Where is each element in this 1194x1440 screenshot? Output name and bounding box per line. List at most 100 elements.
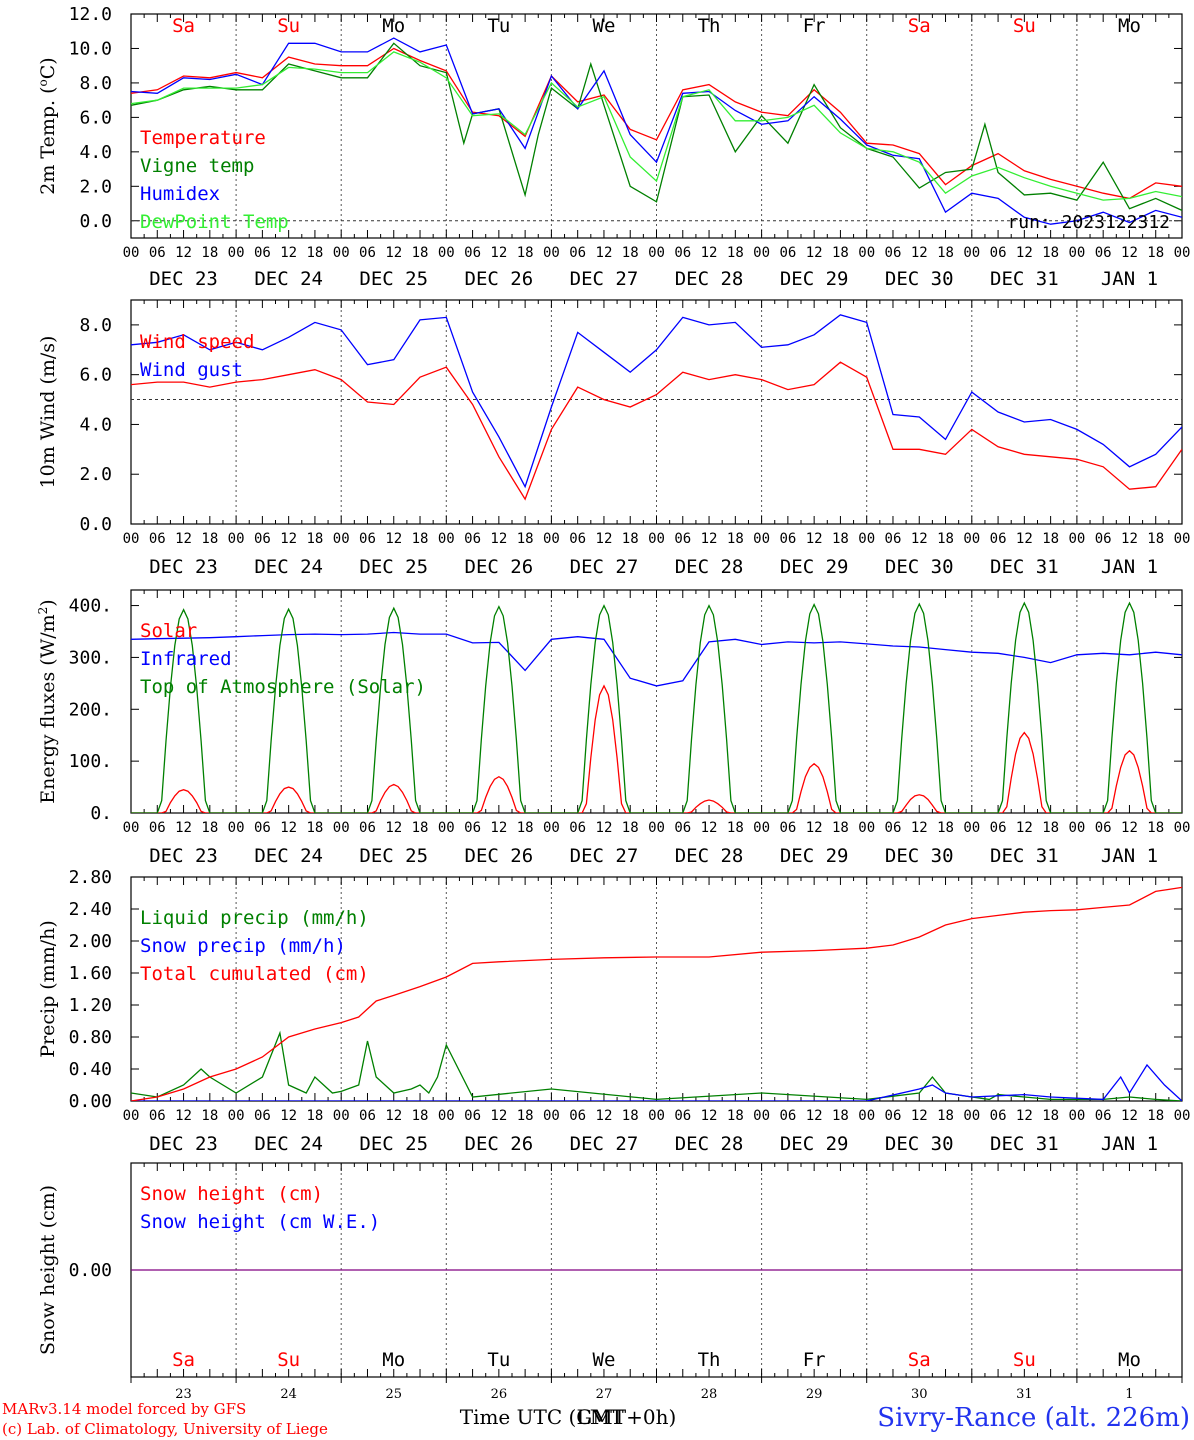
y-tick-label: 2.40	[69, 899, 112, 920]
legend-entry: Temperature	[140, 127, 266, 149]
legend-entry: Infrared	[140, 648, 232, 670]
station-name: Sivry-Rance (alt. 226m)	[877, 1403, 1190, 1433]
y-tick-label: 100.	[69, 751, 112, 772]
hour-tick-label: 12	[1016, 531, 1033, 547]
series-humidex	[131, 37, 1182, 225]
weekday-label: Sa	[908, 15, 931, 37]
date-label: DEC 28	[675, 556, 744, 578]
hour-tick-label: 12	[280, 820, 297, 836]
series-top-of-atmosphere-solar-	[131, 601, 1182, 813]
hour-tick-label: 00	[1174, 245, 1191, 261]
series-liquid-precip-mm-h-	[131, 1030, 1182, 1101]
date-label: DEC 25	[359, 556, 428, 578]
hour-tick-label: 18	[1147, 1108, 1164, 1124]
day-number: 24	[280, 1387, 297, 1402]
hour-tick-label: 06	[885, 1108, 902, 1124]
hour-tick-label: 00	[648, 245, 665, 261]
hour-tick-label: 00	[228, 531, 245, 547]
hour-tick-label: 18	[1147, 820, 1164, 836]
hour-tick-label: 00	[858, 820, 875, 836]
date-label: DEC 27	[570, 556, 639, 578]
legend-entry: Top of Atmosphere (Solar)	[140, 676, 426, 698]
hour-tick-label: 18	[1147, 245, 1164, 261]
weekday-label: Fr	[803, 15, 826, 37]
hour-tick-label: 12	[596, 245, 613, 261]
hour-tick-label: 06	[779, 245, 796, 261]
hour-tick-label: 06	[674, 820, 691, 836]
hour-tick-label: 12	[911, 245, 928, 261]
y-tick-label: 400.	[69, 596, 112, 617]
weekday-label: Mo	[382, 15, 405, 37]
y-tick-label: 6.0	[79, 365, 112, 386]
hour-tick-label: 12	[490, 820, 507, 836]
hour-tick-label: 00	[543, 245, 560, 261]
date-label: DEC 24	[254, 845, 323, 867]
weekday-label: We	[593, 15, 616, 37]
date-label: DEC 30	[885, 1133, 954, 1155]
series-total-cumulated-cm-	[131, 886, 1182, 1101]
day-number: 26	[491, 1387, 508, 1402]
hour-tick-label: 06	[885, 531, 902, 547]
hour-tick-label: 00	[438, 531, 455, 547]
hour-tick-label: 06	[149, 1108, 166, 1124]
hour-tick-label: 00	[228, 820, 245, 836]
hour-tick-label: 00	[438, 1108, 455, 1124]
hour-tick-label: 18	[201, 531, 218, 547]
date-label: DEC 24	[254, 556, 323, 578]
y-axis-label: Precip (mm/h)	[37, 920, 59, 1058]
hour-tick-label: 06	[359, 1108, 376, 1124]
weekday-label: Tu	[487, 1349, 510, 1371]
y-axis-label: Snow height (cm)	[37, 1185, 59, 1355]
legend-entry: Humidex	[140, 183, 220, 205]
hour-tick-label: 12	[1016, 245, 1033, 261]
hour-tick-label: 18	[937, 245, 954, 261]
y-tick-label: 2.0	[79, 464, 112, 485]
model-credit: MARv3.14 model forced by GFS	[2, 1400, 246, 1418]
hour-tick-label: 12	[385, 531, 402, 547]
hour-tick-label: 06	[885, 245, 902, 261]
date-label: DEC 30	[885, 268, 954, 290]
hour-tick-label: 00	[333, 245, 350, 261]
hour-tick-label: 00	[543, 531, 560, 547]
hour-tick-label: 06	[149, 245, 166, 261]
legend-entry: Wind speed	[140, 331, 254, 353]
date-label: DEC 28	[675, 1133, 744, 1155]
hour-tick-label: 06	[359, 531, 376, 547]
hour-tick-label: 12	[490, 1108, 507, 1124]
hour-tick-label: 00	[228, 1108, 245, 1124]
date-label: DEC 28	[675, 268, 744, 290]
hour-tick-label: 06	[990, 245, 1007, 261]
hour-tick-label: 00	[1068, 245, 1085, 261]
hour-tick-label: 06	[569, 1108, 586, 1124]
series-infrared	[131, 631, 1182, 687]
hour-tick-label: 06	[254, 531, 271, 547]
hour-tick-label: 00	[963, 1108, 980, 1124]
hour-tick-label: 00	[1068, 1108, 1085, 1124]
y-tick-label: 0.0	[79, 514, 112, 535]
hour-tick-label: 00	[1174, 1108, 1191, 1124]
hour-tick-label: 12	[280, 531, 297, 547]
weekday-label: Su	[1013, 15, 1036, 37]
hour-tick-label: 12	[701, 531, 718, 547]
hour-tick-label: 06	[674, 531, 691, 547]
y-tick-label: 8.0	[79, 73, 112, 94]
hour-tick-label: 18	[517, 245, 534, 261]
hour-tick-label: 18	[306, 820, 323, 836]
hour-tick-label: 12	[596, 1108, 613, 1124]
hour-tick-label: 06	[569, 245, 586, 261]
y-axis-label: 2m Temp. (oC)	[36, 57, 59, 194]
hour-tick-label: 00	[438, 820, 455, 836]
y-tick-label: 0.00	[69, 1260, 112, 1281]
hour-tick-label: 06	[990, 1108, 1007, 1124]
hour-tick-label: 18	[1042, 245, 1059, 261]
legend-entry: Liquid precip (mm/h)	[140, 907, 369, 929]
weekday-label: Th	[698, 1349, 721, 1371]
weekday-label: Su	[1013, 1349, 1036, 1371]
hour-tick-label: 12	[280, 245, 297, 261]
y-tick-label: 0.0	[79, 211, 112, 232]
run-label: run: 2023122312	[1007, 212, 1170, 233]
hour-tick-label: 00	[333, 1108, 350, 1124]
hour-tick-label: 12	[911, 820, 928, 836]
weekday-label: Fr	[803, 1349, 826, 1371]
hour-tick-label: 06	[149, 820, 166, 836]
